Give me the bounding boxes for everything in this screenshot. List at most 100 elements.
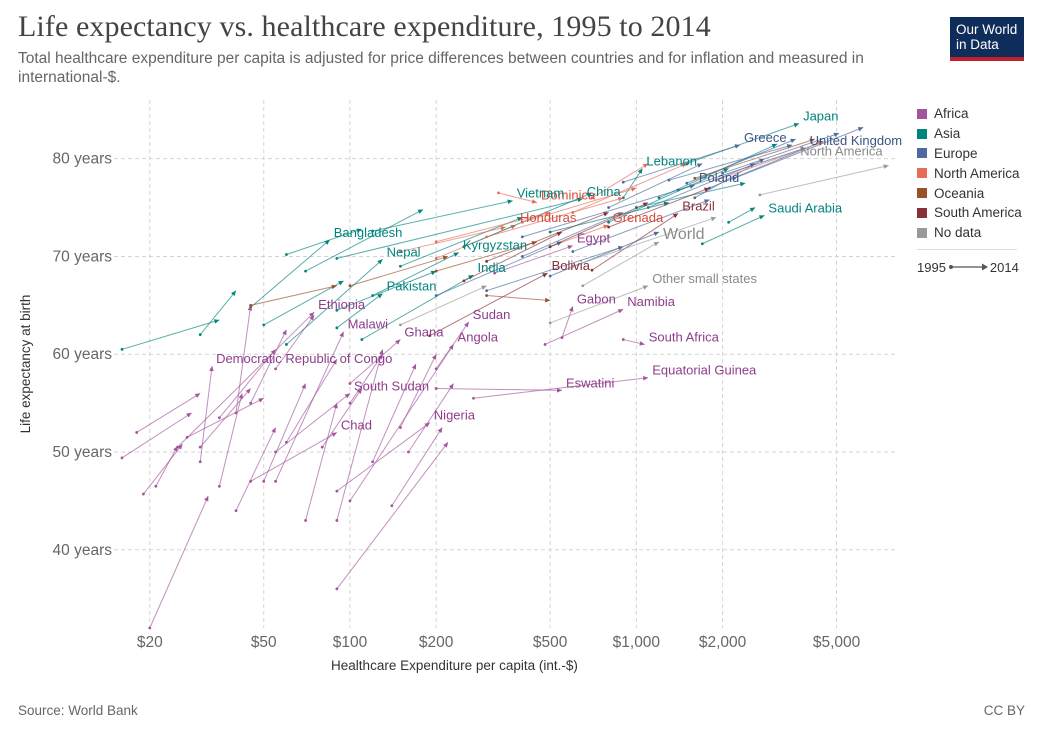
legend-item-south-america[interactable]: South America bbox=[917, 203, 1022, 223]
series-malawi[interactable] bbox=[274, 331, 345, 483]
series-end-arrow bbox=[332, 359, 337, 365]
series-line[interactable] bbox=[548, 231, 660, 278]
series-nepal[interactable] bbox=[285, 259, 383, 346]
series-line[interactable] bbox=[485, 294, 551, 303]
series-line[interactable] bbox=[693, 158, 765, 200]
series-line[interactable] bbox=[249, 329, 287, 405]
series-start-point bbox=[304, 269, 308, 273]
series-line[interactable] bbox=[120, 319, 220, 351]
series-line[interactable] bbox=[249, 284, 337, 307]
series-line[interactable] bbox=[274, 314, 315, 371]
legend-item-oceania[interactable]: Oceania bbox=[917, 183, 1022, 203]
series-line[interactable] bbox=[154, 445, 178, 488]
series-line[interactable] bbox=[217, 349, 276, 420]
series-line[interactable] bbox=[335, 349, 384, 522]
series-line[interactable] bbox=[398, 226, 506, 253]
series-ethiopia[interactable] bbox=[176, 311, 315, 449]
series-line[interactable] bbox=[371, 363, 417, 464]
series-other-small-states[interactable] bbox=[548, 285, 649, 325]
series-line[interactable] bbox=[320, 388, 363, 449]
series-line[interactable] bbox=[571, 163, 687, 214]
series-line[interactable] bbox=[714, 141, 824, 182]
source-note[interactable]: Source: World Bank bbox=[18, 703, 138, 718]
series-line[interactable] bbox=[571, 199, 710, 253]
legend-item-north-america[interactable]: North America bbox=[917, 163, 1022, 183]
series-line[interactable] bbox=[434, 211, 551, 244]
series-vietnam[interactable] bbox=[371, 199, 513, 233]
series-line[interactable] bbox=[398, 285, 487, 327]
series-segment bbox=[286, 228, 362, 255]
legend-item-no-data[interactable]: No data bbox=[917, 223, 1022, 243]
legend-item-asia[interactable]: Asia bbox=[917, 124, 1022, 144]
legend-item-africa[interactable]: Africa bbox=[917, 104, 1022, 124]
series-line[interactable] bbox=[548, 202, 649, 249]
series-line[interactable] bbox=[217, 393, 244, 488]
series-line[interactable] bbox=[262, 280, 344, 327]
series-end-arrow bbox=[377, 293, 383, 299]
series-world[interactable] bbox=[581, 241, 660, 288]
series-democratic-republic-of-congo[interactable] bbox=[198, 365, 214, 464]
series-line[interactable] bbox=[348, 353, 384, 405]
series-ghana[interactable] bbox=[348, 339, 401, 385]
series-nigeria[interactable] bbox=[335, 422, 431, 493]
series-line[interactable] bbox=[607, 163, 703, 209]
legend-item-europe[interactable]: Europe bbox=[917, 144, 1022, 164]
series-line[interactable] bbox=[407, 383, 454, 454]
series-start-point bbox=[543, 343, 547, 346]
series-line[interactable] bbox=[148, 495, 209, 630]
series-line[interactable] bbox=[727, 207, 756, 224]
series-line[interactable] bbox=[198, 290, 237, 337]
series-line[interactable] bbox=[335, 270, 437, 312]
series-line[interactable] bbox=[685, 138, 796, 185]
series-namibia[interactable] bbox=[543, 308, 624, 346]
series-saudi-arabia[interactable] bbox=[700, 214, 765, 246]
series-segment bbox=[435, 241, 563, 297]
series-line[interactable] bbox=[571, 216, 717, 268]
series-line[interactable] bbox=[304, 209, 424, 273]
series-line[interactable] bbox=[721, 132, 840, 175]
series-line[interactable] bbox=[304, 402, 338, 522]
series-line[interactable] bbox=[285, 358, 338, 444]
series-line[interactable] bbox=[234, 427, 277, 513]
series-line[interactable] bbox=[485, 196, 624, 239]
series-line[interactable] bbox=[120, 412, 192, 460]
series-end-arrow bbox=[377, 354, 383, 360]
series-egypt[interactable] bbox=[493, 245, 573, 275]
series-chad[interactable] bbox=[249, 432, 338, 483]
series-segment bbox=[722, 132, 840, 174]
owid-logo[interactable]: Our World in Data bbox=[950, 17, 1024, 61]
series-line[interactable] bbox=[198, 388, 252, 449]
series-north-america[interactable] bbox=[758, 164, 889, 197]
series-line[interactable] bbox=[590, 163, 649, 200]
series-bolivia[interactable] bbox=[428, 272, 548, 338]
series-line[interactable] bbox=[335, 441, 449, 591]
series-line[interactable] bbox=[285, 228, 362, 256]
series-line[interactable] bbox=[607, 167, 729, 224]
series-line[interactable] bbox=[462, 192, 593, 249]
license-note[interactable]: CC BY bbox=[983, 703, 1025, 718]
series-line[interactable] bbox=[485, 211, 609, 263]
series-dominica[interactable] bbox=[497, 191, 538, 204]
series-line[interactable] bbox=[142, 443, 183, 496]
series-end-arrow bbox=[331, 284, 337, 290]
series-line[interactable] bbox=[733, 126, 864, 180]
series-line[interactable] bbox=[348, 255, 449, 288]
series-line[interactable] bbox=[485, 246, 624, 293]
series-line[interactable] bbox=[390, 427, 443, 508]
series-angola[interactable] bbox=[348, 344, 454, 503]
series-line[interactable] bbox=[520, 211, 624, 258]
series-pakistan[interactable] bbox=[335, 293, 383, 330]
series-eswatini[interactable] bbox=[434, 387, 563, 393]
series-line[interactable] bbox=[607, 187, 710, 229]
series-line[interactable] bbox=[398, 354, 437, 429]
series-line[interactable] bbox=[462, 231, 563, 283]
series-line[interactable] bbox=[693, 138, 816, 180]
series-label: Brazil bbox=[682, 198, 715, 213]
series-south-africa[interactable] bbox=[621, 338, 645, 346]
series-segment bbox=[121, 319, 220, 350]
series-segment bbox=[305, 402, 338, 521]
series-equatorial-guinea[interactable] bbox=[472, 375, 649, 400]
series-line[interactable] bbox=[262, 383, 307, 483]
series-line[interactable] bbox=[135, 392, 201, 434]
